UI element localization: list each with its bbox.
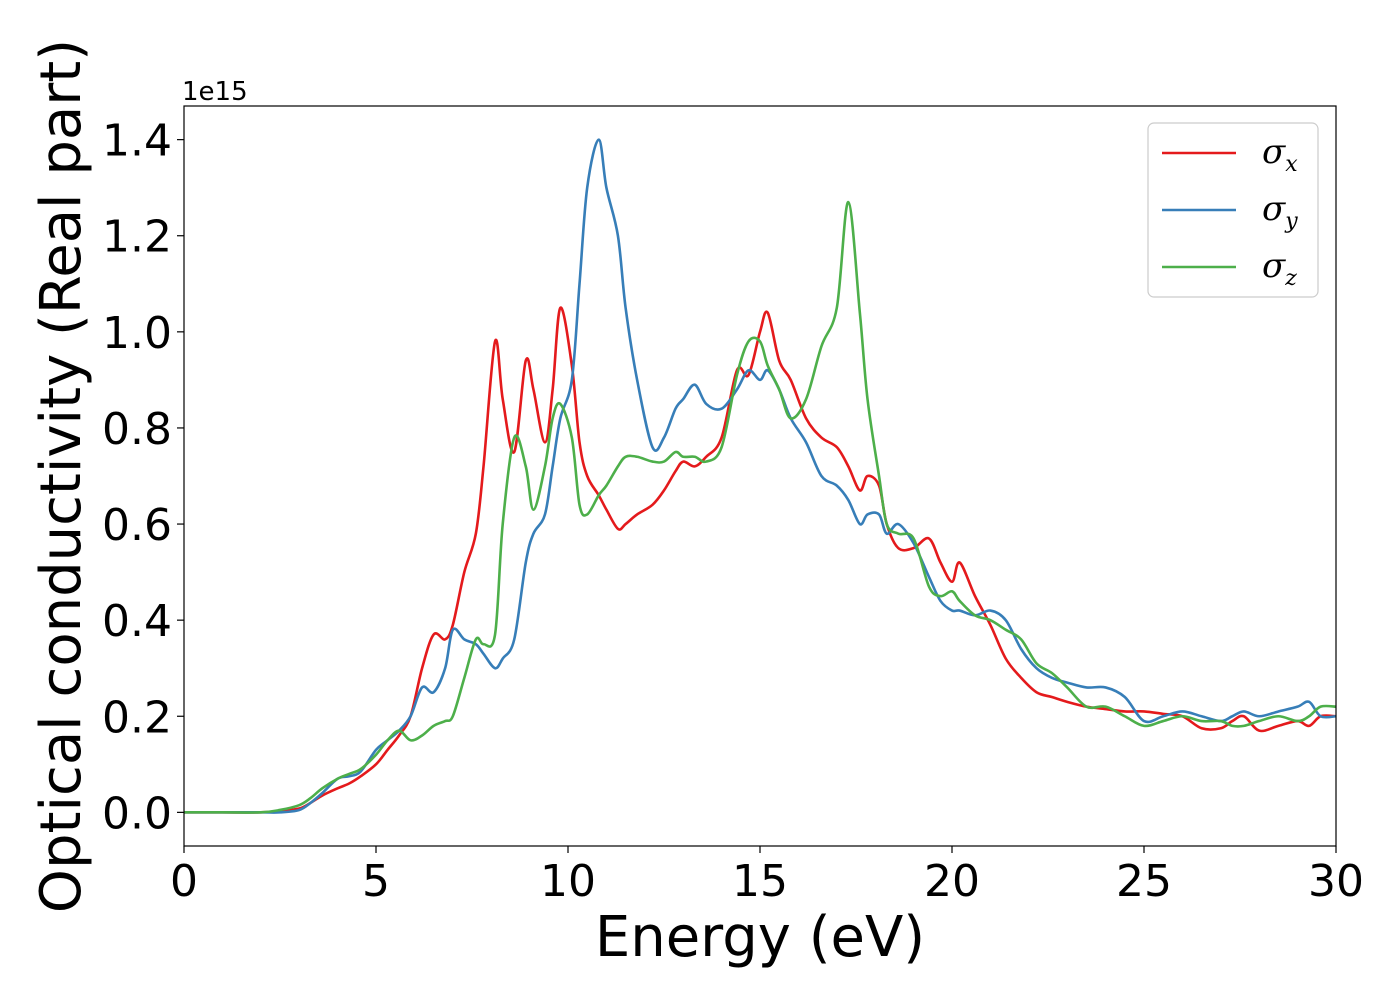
series-line-y [184, 138, 1336, 814]
x-tick-label: 30 [1308, 856, 1364, 907]
x-tick-label: 10 [540, 856, 596, 907]
y-tick-label: 0.8 [102, 404, 172, 455]
y-tick-label: 1.0 [102, 308, 172, 359]
series-line-z [184, 200, 1336, 814]
x-tick-label: 15 [732, 856, 788, 907]
y-offset-label: 1e15 [182, 77, 248, 107]
y-axis-label: Optical conductivity (Real part) [29, 39, 94, 913]
series-line-x [184, 306, 1336, 814]
y-tick-label: 1.2 [102, 212, 172, 263]
x-axis-label: Energy (eV) [595, 905, 925, 970]
y-tick-label: 0.0 [102, 788, 172, 839]
x-tick-label: 0 [170, 856, 198, 907]
x-tick-label: 20 [924, 856, 980, 907]
x-tick-label: 5 [362, 856, 390, 907]
y-tick-label: 1.4 [102, 116, 172, 167]
x-axis-ticks: 0 5 10 15 20 25 30 [170, 846, 1364, 907]
series-layer [184, 138, 1336, 814]
y-axis-ticks: 0.0 0.2 0.4 0.6 0.8 1.0 1.2 1.4 [102, 116, 184, 839]
y-tick-label: 0.2 [102, 692, 172, 743]
y-tick-label: 0.4 [102, 596, 172, 647]
y-tick-label: 0.6 [102, 500, 172, 551]
x-tick-label: 25 [1116, 856, 1172, 907]
